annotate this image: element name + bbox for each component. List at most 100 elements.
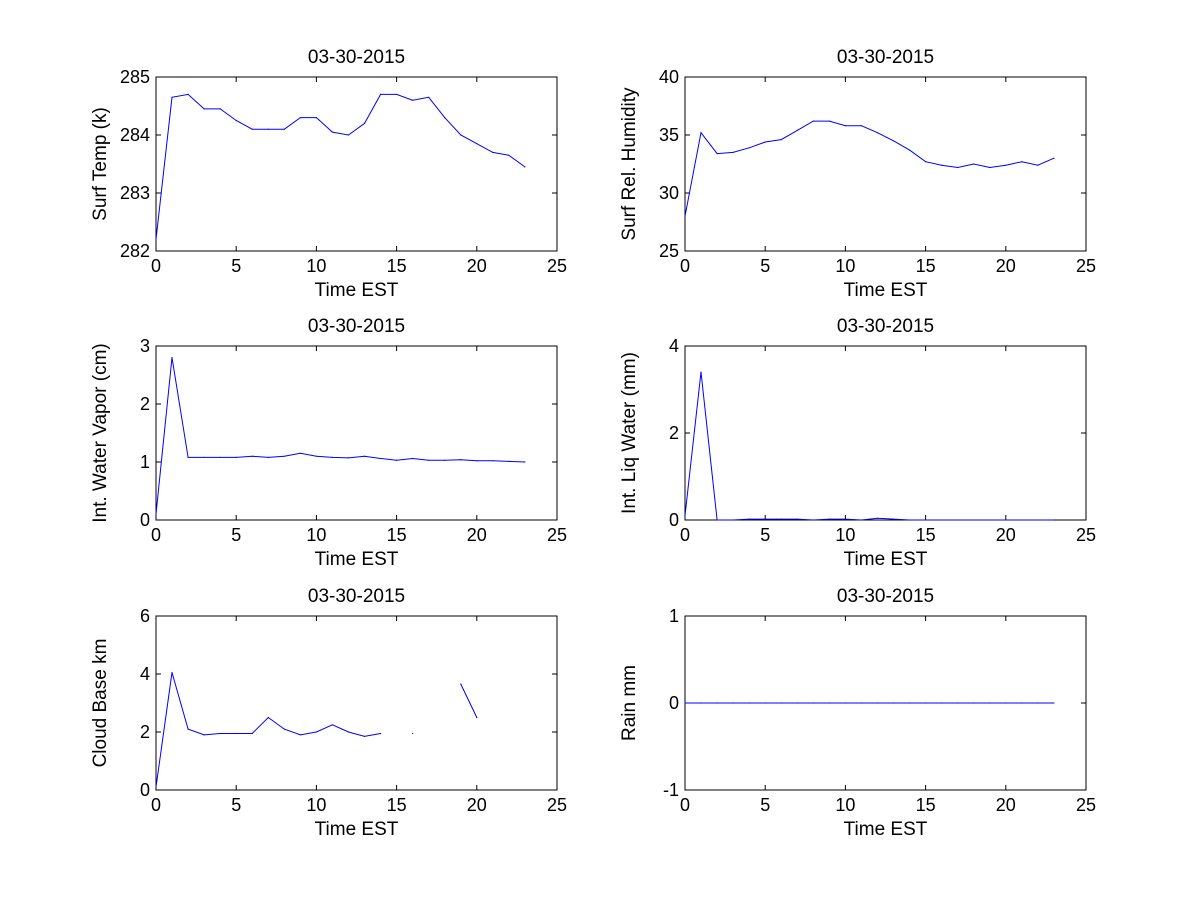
data-point xyxy=(283,728,285,730)
data-point xyxy=(684,215,686,217)
data-point xyxy=(764,702,766,704)
x-tick-label: 10 xyxy=(835,525,855,545)
data-point xyxy=(380,732,382,735)
data-point xyxy=(299,117,301,119)
data-point xyxy=(476,716,478,719)
y-axis-label: Surf Temp (k) xyxy=(90,107,111,221)
x-tick-label: 20 xyxy=(996,795,1016,815)
data-point xyxy=(283,455,285,457)
x-tick-label: 5 xyxy=(760,795,770,815)
data-point xyxy=(412,457,414,460)
subplot-2: 0 5 10 15 20 25 25 30 35 40 03-30-2015 Time EST Surf… xyxy=(619,47,1096,301)
x-tick-label: 20 xyxy=(996,256,1016,276)
y-tick-label: 283 xyxy=(120,183,150,203)
series-line xyxy=(684,120,1055,217)
data-point xyxy=(315,455,317,457)
data-point xyxy=(860,702,863,704)
x-tick-label: 25 xyxy=(547,525,567,545)
subplot-4: 0 5 10 15 20 25 0 2 4 03-30-2015 Time EST Int. Liq … xyxy=(619,316,1096,570)
data-point xyxy=(1053,702,1055,704)
y-tick-label: 25 xyxy=(659,241,679,261)
data-point xyxy=(796,518,798,520)
x-axis-label: Time EST xyxy=(844,549,928,570)
data-point xyxy=(347,134,350,136)
x-tick-label: 25 xyxy=(547,795,567,815)
data-point xyxy=(235,456,237,458)
y-tick-label: 0 xyxy=(669,510,679,530)
data-point xyxy=(412,99,414,101)
y-axis-label: Int. Liq Water (mm) xyxy=(619,352,640,514)
data-point xyxy=(203,734,205,736)
series-line xyxy=(155,672,478,788)
data-point xyxy=(171,96,173,98)
data-point xyxy=(892,702,895,704)
data-point xyxy=(796,129,798,131)
data-point xyxy=(828,518,831,520)
data-point xyxy=(460,683,462,685)
data-point xyxy=(909,149,911,151)
data-point xyxy=(925,702,927,704)
y-tick-label: 282 xyxy=(120,241,150,261)
data-point xyxy=(941,164,943,166)
x-tick-label: 0 xyxy=(680,795,690,815)
series-line xyxy=(155,357,525,515)
axes-frame xyxy=(684,76,1087,252)
subplot-5: 0 5 10 15 20 25 0 2 4 6 03-30-2015 Time EST Cloud Ba… xyxy=(90,586,567,840)
data-point xyxy=(460,459,462,461)
y-tick-label: 284 xyxy=(120,125,150,145)
data-point xyxy=(315,731,317,733)
data-point xyxy=(828,120,831,122)
data-point xyxy=(764,518,766,520)
data-point xyxy=(732,151,734,153)
data-point xyxy=(812,519,814,521)
data-point xyxy=(957,702,959,704)
data-point xyxy=(508,460,510,462)
data-point xyxy=(187,93,189,95)
x-tick-label: 20 xyxy=(467,795,487,815)
data-point xyxy=(428,459,430,461)
x-tick-label: 20 xyxy=(467,256,487,276)
x-tick-label: 20 xyxy=(996,525,1016,545)
y-tick-label: 4 xyxy=(140,664,150,684)
data-point xyxy=(684,515,686,517)
x-axis-label: Time EST xyxy=(315,819,399,840)
data-point xyxy=(1037,702,1039,704)
data-point xyxy=(380,457,382,460)
data-point xyxy=(748,702,750,704)
data-point xyxy=(748,518,750,520)
data-point xyxy=(684,702,686,704)
data-point xyxy=(957,519,959,521)
y-axis-label: Int. Water Vapor (cm) xyxy=(90,343,111,522)
x-tick-label: 0 xyxy=(680,525,690,545)
x-tick-label: 10 xyxy=(835,795,855,815)
data-point xyxy=(380,93,382,95)
data-point xyxy=(716,519,718,521)
data-point xyxy=(171,357,173,359)
axes-frame xyxy=(155,345,558,521)
x-tick-label: 0 xyxy=(151,256,161,276)
data-point xyxy=(973,163,975,165)
data-point xyxy=(941,519,943,521)
data-point xyxy=(700,371,702,373)
x-tick-label: 5 xyxy=(760,256,770,276)
data-point xyxy=(203,108,205,110)
data-point xyxy=(1037,519,1039,521)
chart-title: 03-30-2015 xyxy=(308,316,405,337)
data-point xyxy=(187,728,189,730)
y-tick-label: 30 xyxy=(659,183,679,203)
data-point xyxy=(251,455,253,457)
data-point xyxy=(1037,164,1039,166)
data-point xyxy=(331,456,333,458)
data-point xyxy=(508,154,510,156)
chart-title: 03-30-2015 xyxy=(837,47,934,68)
data-point xyxy=(1005,164,1007,166)
data-point xyxy=(267,716,269,719)
data-point xyxy=(155,238,157,240)
x-tick-label: 15 xyxy=(916,256,936,276)
data-point xyxy=(1021,161,1023,163)
data-point xyxy=(732,702,734,704)
y-tick-label: 2 xyxy=(140,394,150,414)
data-point xyxy=(347,731,350,733)
data-point xyxy=(876,517,879,519)
data-point xyxy=(251,128,253,130)
